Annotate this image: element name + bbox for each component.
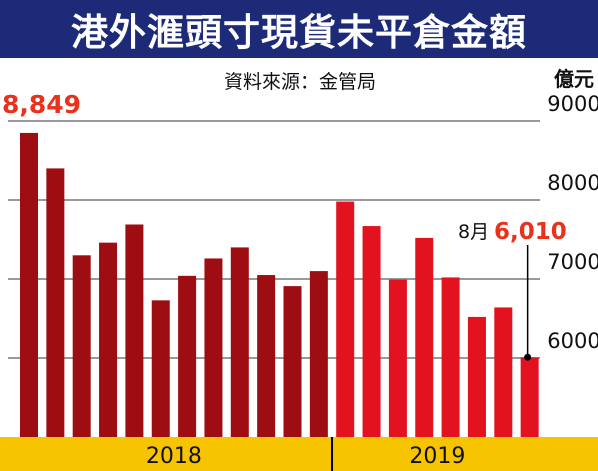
- bar-14: [388, 279, 407, 437]
- chart-title: 港外滙頭寸現貨未平倉金額: [0, 0, 598, 58]
- bar-7: [204, 258, 223, 437]
- last-point-marker: [524, 353, 532, 361]
- bar-11: [309, 271, 328, 437]
- last-value-label: 6,010: [494, 219, 567, 245]
- bar-18: [494, 307, 513, 437]
- bar-8: [230, 247, 249, 437]
- bar-12: [336, 201, 355, 437]
- year-label-2019: 2019: [409, 444, 465, 469]
- x-axis-band: 2018 2019: [0, 437, 598, 471]
- annotations: 8,849 8月 6,010: [2, 90, 567, 361]
- bar-9: [257, 275, 276, 437]
- bar-3: [99, 242, 118, 437]
- y-tick-labels: 6000 7000 8000 9000: [547, 92, 598, 353]
- bar-5: [151, 300, 170, 437]
- y-tick-label-1: 7000: [547, 250, 598, 274]
- bars: [20, 132, 539, 437]
- bar-2: [72, 255, 91, 437]
- bar-6: [178, 275, 197, 437]
- bar-10: [283, 286, 302, 437]
- year-label-2018: 2018: [146, 444, 202, 469]
- chart-subtitle: 資料來源：金管局: [224, 71, 376, 93]
- bar-0: [20, 132, 38, 437]
- year-band: [0, 437, 598, 471]
- bar-16: [441, 277, 460, 437]
- y-unit-label: 億元: [554, 67, 594, 91]
- bar-13: [362, 226, 381, 437]
- max-value-label: 8,849: [2, 90, 81, 119]
- y-tick-label-0: 6000: [547, 329, 598, 353]
- bar-17: [467, 316, 486, 437]
- bar-4: [125, 224, 144, 437]
- bar-15: [415, 237, 434, 437]
- y-tick-label-2: 8000: [547, 171, 598, 195]
- y-tick-label-3: 9000: [547, 92, 598, 116]
- bar-19: [520, 357, 539, 437]
- bar-1: [46, 168, 65, 437]
- last-month-label: 8月: [458, 221, 489, 243]
